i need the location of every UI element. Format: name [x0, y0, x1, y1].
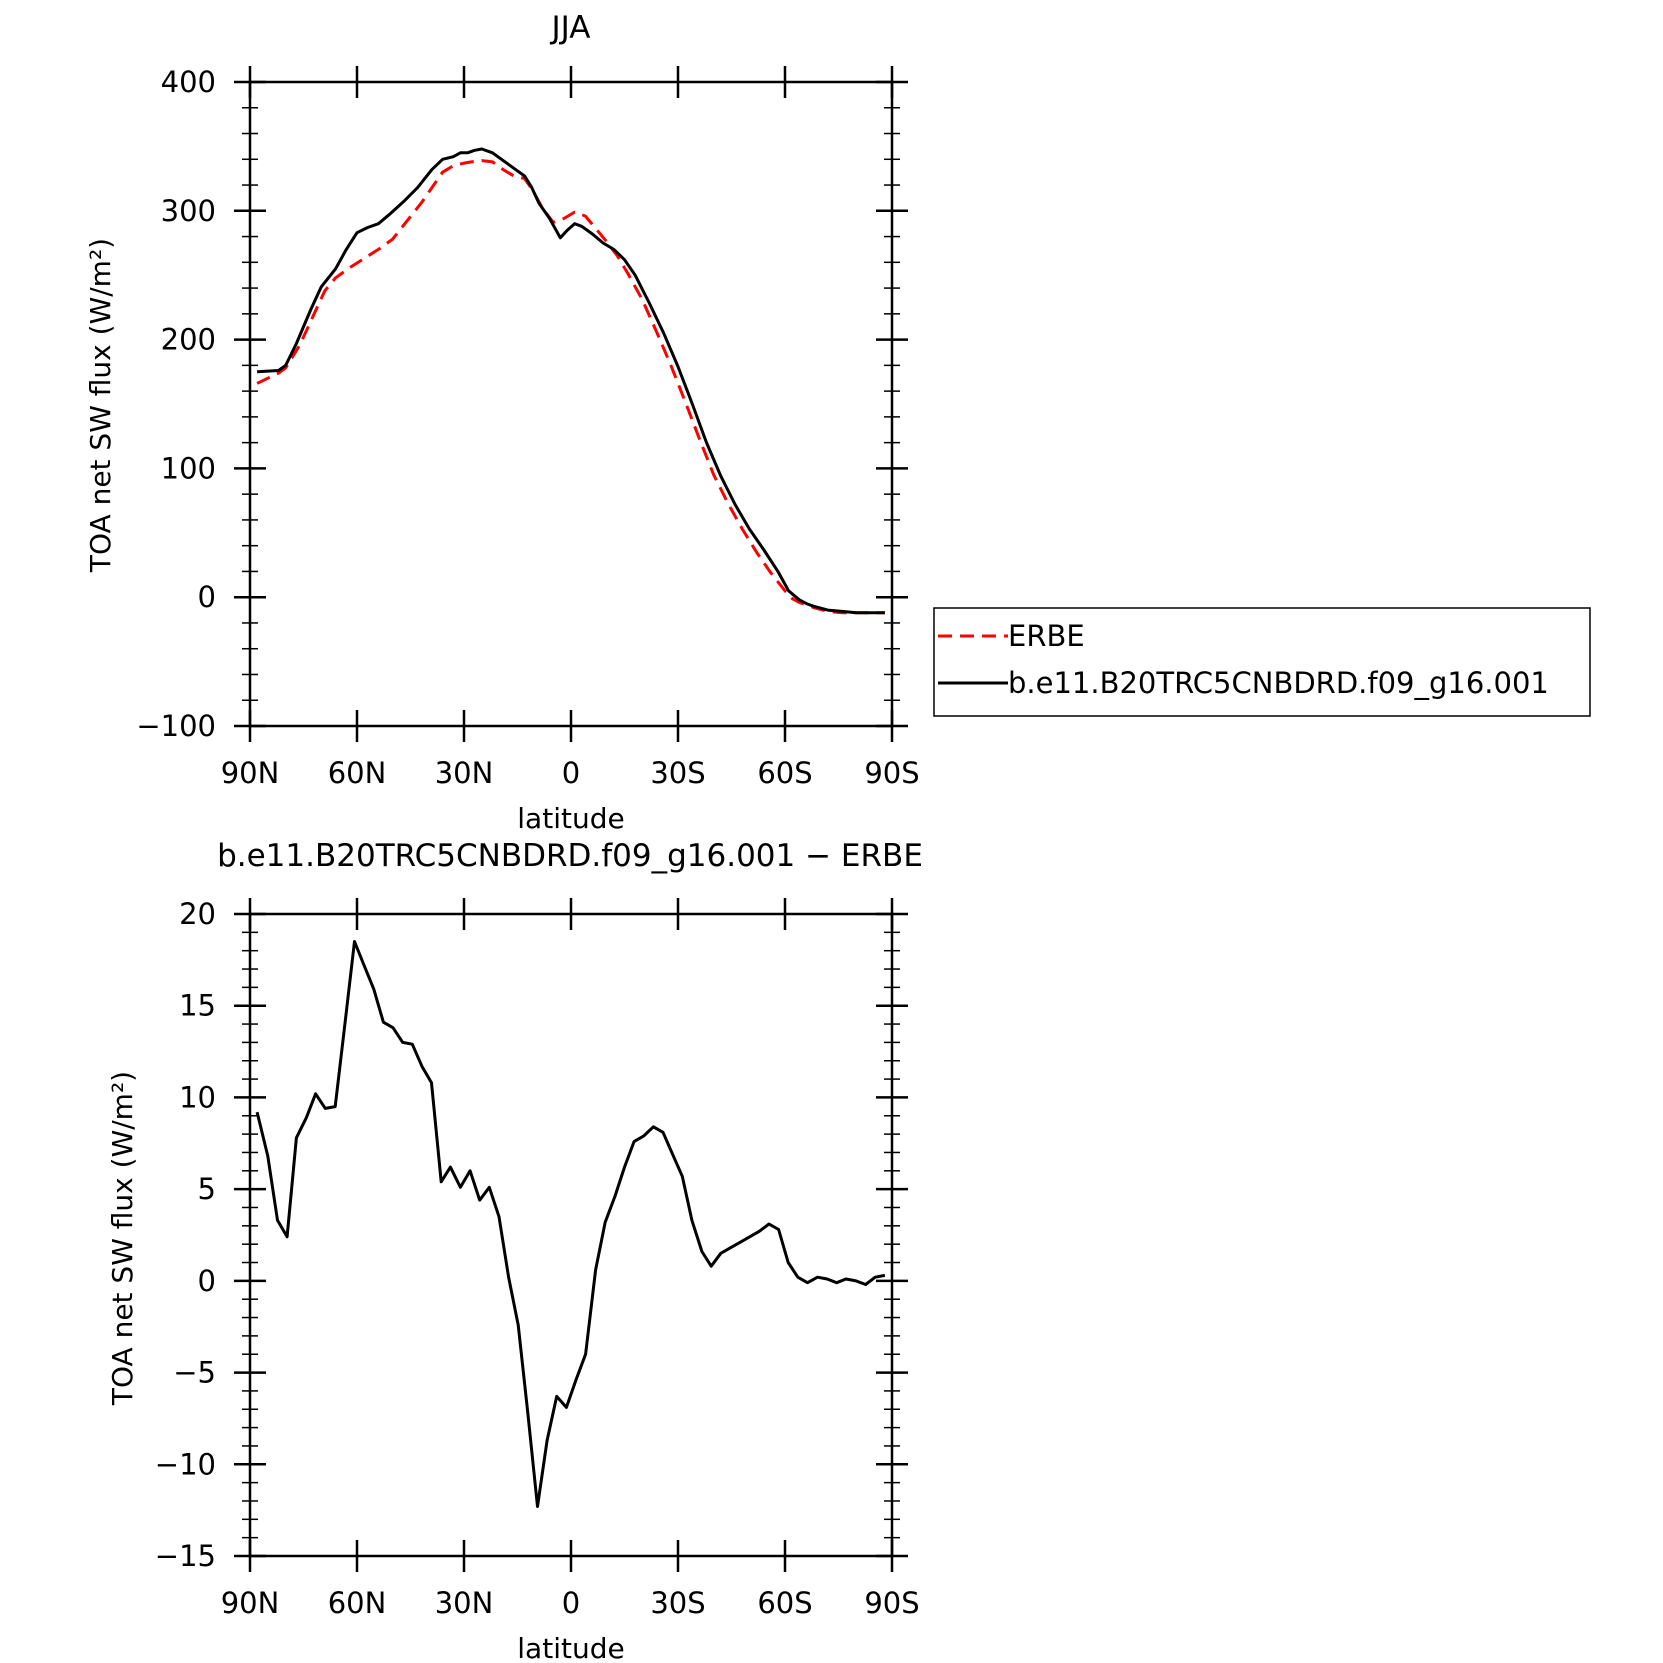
- bottom-y-tick-label: 5: [198, 1172, 216, 1206]
- bottom-y-tick-label: 0: [198, 1264, 216, 1298]
- bottom-panel: b.e11.B20TRC5CNBDRD.f09_g16.001 − ERBE T…: [106, 838, 923, 1663]
- bottom-x-tick-label: 0: [562, 1586, 580, 1620]
- legend-label-erbe: ERBE: [1008, 619, 1085, 653]
- bottom-series-line-0: [255, 940, 886, 1508]
- bottom-y-tick-label: −5: [173, 1356, 216, 1390]
- top-y-tick-label: 100: [161, 451, 216, 485]
- top-y-tick-label: 200: [161, 323, 216, 357]
- top-y-tick-label: 0: [198, 580, 216, 614]
- top-x-tick-label: 90N: [221, 756, 280, 790]
- bottom-chart-title: b.e11.B20TRC5CNBDRD.f09_g16.001 − ERBE: [217, 838, 923, 874]
- top-y-tick-label: 300: [161, 194, 216, 228]
- bottom-x-tick-label: 60S: [757, 1586, 812, 1620]
- bottom-y-tick-label: 10: [179, 1080, 216, 1114]
- top-y-axis-label: TOA net SW flux (W/m²): [84, 238, 117, 573]
- top-series: [256, 147, 885, 615]
- bottom-plot-frame: [248, 912, 894, 1558]
- bottom-x-tick-label: 90S: [864, 1586, 919, 1620]
- bottom-y-tick-label: −15: [155, 1539, 216, 1573]
- top-x-tick-label: 30S: [650, 756, 705, 790]
- top-series-line-0: [256, 159, 885, 615]
- top-y-tick-label: 400: [161, 65, 216, 99]
- top-y-tick-label: −100: [136, 709, 216, 743]
- top-x-axis-label: latitude: [517, 802, 624, 835]
- bottom-y-tick-label: 20: [179, 897, 216, 931]
- top-x-tick-label: 90S: [864, 756, 919, 790]
- bottom-x-tick-label: 90N: [221, 1586, 280, 1620]
- legend-box: [933, 607, 1591, 717]
- top-x-tick-label: 0: [562, 756, 580, 790]
- legend-label-model: b.e11.B20TRC5CNBDRD.f09_g16.001: [1008, 666, 1549, 700]
- bottom-y-tick-label: 15: [179, 989, 216, 1023]
- top-x-tick-label: 60N: [328, 756, 387, 790]
- top-chart-title: JJA: [550, 10, 591, 46]
- bottom-x-tick-label: 30S: [650, 1586, 705, 1620]
- bottom-y-tick-label: −10: [155, 1447, 216, 1481]
- bottom-x-tick-label: 30N: [435, 1586, 494, 1620]
- top-x-tick-label: 60S: [757, 756, 812, 790]
- bottom-series: [255, 940, 886, 1508]
- legend: ERBE b.e11.B20TRC5CNBDRD.f09_g16.001: [933, 607, 1591, 717]
- bottom-y-axis-label: TOA net SW flux (W/m²): [106, 1071, 139, 1406]
- top-x-tick-label: 30N: [435, 756, 494, 790]
- top-series-line-1: [257, 147, 885, 615]
- top-panel: JJA TOA net SW flux (W/m²) latitude 400 3…: [84, 10, 1591, 835]
- bottom-x-axis-label: latitude: [517, 1632, 624, 1663]
- top-plot-frame: [248, 80, 894, 728]
- bottom-x-tick-label: 60N: [328, 1586, 387, 1620]
